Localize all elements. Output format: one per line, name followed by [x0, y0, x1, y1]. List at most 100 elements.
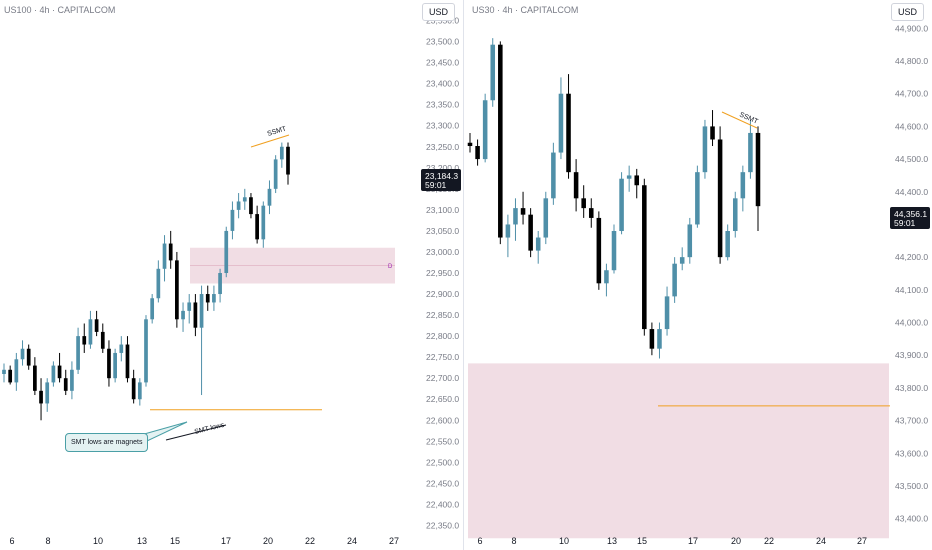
candle-body	[162, 243, 167, 269]
y-tick-label: 43,500.0	[895, 481, 928, 491]
annotations: SSMT	[721, 111, 759, 129]
y-tick-label: 44,100.0	[895, 285, 928, 295]
last-price-tag: 44,356.1 59:01	[890, 207, 930, 229]
symbol-title[interactable]: US100 · 4h · CAPITALCOM	[4, 5, 116, 15]
candle-body	[8, 369, 13, 383]
smt-lows-line	[165, 424, 227, 441]
us100-chart-pane[interactable]: 23,550.023,500.023,450.023,400.023,350.0…	[0, 0, 463, 550]
y-tick-label: 23,300.0	[426, 121, 459, 131]
candle	[717, 126, 723, 264]
candle-body	[181, 310, 185, 320]
candle	[551, 142, 556, 205]
candle	[20, 340, 25, 366]
y-tick-label: 44,200.0	[895, 252, 928, 262]
candle-body	[558, 93, 564, 153]
y-tick-label: 22,600.0	[426, 415, 459, 425]
y-tick-label: 43,400.0	[895, 514, 928, 524]
candle-body	[150, 298, 155, 320]
pane-divider[interactable]	[463, 0, 464, 550]
candle	[513, 198, 518, 241]
candle-body	[687, 224, 693, 258]
candle-body	[581, 198, 586, 209]
currency-button[interactable]: USD	[891, 3, 925, 21]
x-tick-label: 24	[816, 536, 826, 546]
x-tick-label: 15	[170, 536, 180, 546]
candle	[94, 310, 99, 337]
x-tick-label: 24	[347, 536, 357, 546]
candle-body	[57, 365, 62, 379]
candle-body	[490, 44, 496, 101]
candle	[230, 201, 235, 240]
candle	[70, 361, 74, 400]
candle	[679, 247, 685, 271]
candle-body	[672, 263, 677, 297]
candle-body	[236, 201, 241, 210]
currency-button[interactable]: USD	[422, 3, 456, 21]
candle-body	[82, 336, 87, 345]
candle-body	[70, 369, 74, 391]
y-tick-label: 43,900.0	[895, 350, 928, 360]
candle	[8, 365, 13, 385]
candle	[187, 294, 192, 324]
x-tick-label: 10	[93, 536, 103, 546]
candle	[2, 363, 6, 383]
candle-body	[168, 243, 173, 261]
last-price-tag: 23,184.3 59:01	[421, 169, 461, 191]
candle-body	[725, 231, 730, 258]
candle-body	[505, 224, 511, 238]
price-axis[interactable]: 44,900.0 44,800.0 44,700.0 44,600.0 44,500.0…	[895, 23, 928, 523]
candle-body	[467, 142, 473, 147]
candle	[725, 224, 730, 261]
y-tick-label: 22,750.0	[426, 352, 459, 362]
y-tick-label: 44,000.0	[895, 318, 928, 328]
discount-zone	[468, 363, 890, 539]
candle-body	[528, 214, 533, 251]
candle	[573, 159, 579, 212]
candle-body	[657, 329, 662, 349]
us30-chart-pane[interactable]: 44,900.0 44,800.0 44,700.0 44,600.0 44,500.0…	[464, 0, 932, 550]
candle	[279, 142, 284, 168]
price-axis[interactable]: 23,550.023,500.023,450.023,400.023,350.0…	[426, 16, 459, 531]
candle	[732, 191, 738, 238]
y-tick-label: 23,050.0	[426, 226, 459, 236]
candle	[740, 165, 746, 212]
candle-body	[642, 185, 647, 330]
candle	[199, 285, 204, 396]
candle-body	[137, 382, 142, 400]
candle-body	[475, 146, 480, 160]
time-axis[interactable]: 6 8 10 13 15 17 20 22 24 27	[9, 536, 399, 546]
candle-body	[679, 257, 685, 264]
y-tick-label: 43,700.0	[895, 416, 928, 426]
candles	[2, 142, 290, 421]
candle-body	[551, 152, 556, 199]
time-axis[interactable]: 6 8 10 13 15 17 20 22 24 27	[477, 536, 867, 546]
x-tick-label: 6	[477, 536, 482, 546]
candle-body	[76, 336, 80, 370]
y-tick-label: 22,900.0	[426, 289, 459, 299]
us30-chart[interactable]: 44,900.0 44,800.0 44,700.0 44,600.0 44,500.0…	[464, 0, 932, 550]
candle-body	[51, 365, 56, 383]
candle	[168, 230, 173, 269]
candle	[45, 378, 50, 412]
candle-body	[535, 237, 541, 251]
candle	[26, 344, 31, 370]
candle-body	[45, 382, 50, 404]
candle	[604, 263, 609, 297]
x-tick-label: 22	[764, 536, 774, 546]
candle	[156, 260, 161, 303]
candle	[82, 323, 87, 353]
symbol-title[interactable]: US30 · 4h · CAPITALCOM	[472, 5, 579, 15]
candle-body	[224, 230, 229, 273]
candle-body	[267, 188, 272, 206]
candle	[137, 378, 142, 406]
candle-body	[39, 390, 43, 404]
us100-chart[interactable]: 23,550.023,500.023,450.023,400.023,350.0…	[0, 0, 463, 550]
x-tick-label: 22	[305, 536, 315, 546]
candle-body	[596, 217, 602, 284]
candle-body	[513, 208, 518, 225]
y-tick-label: 44,500.0	[895, 154, 928, 164]
candle	[528, 208, 533, 258]
candle	[755, 126, 761, 232]
x-tick-label: 17	[221, 536, 231, 546]
candle-body	[566, 93, 571, 173]
